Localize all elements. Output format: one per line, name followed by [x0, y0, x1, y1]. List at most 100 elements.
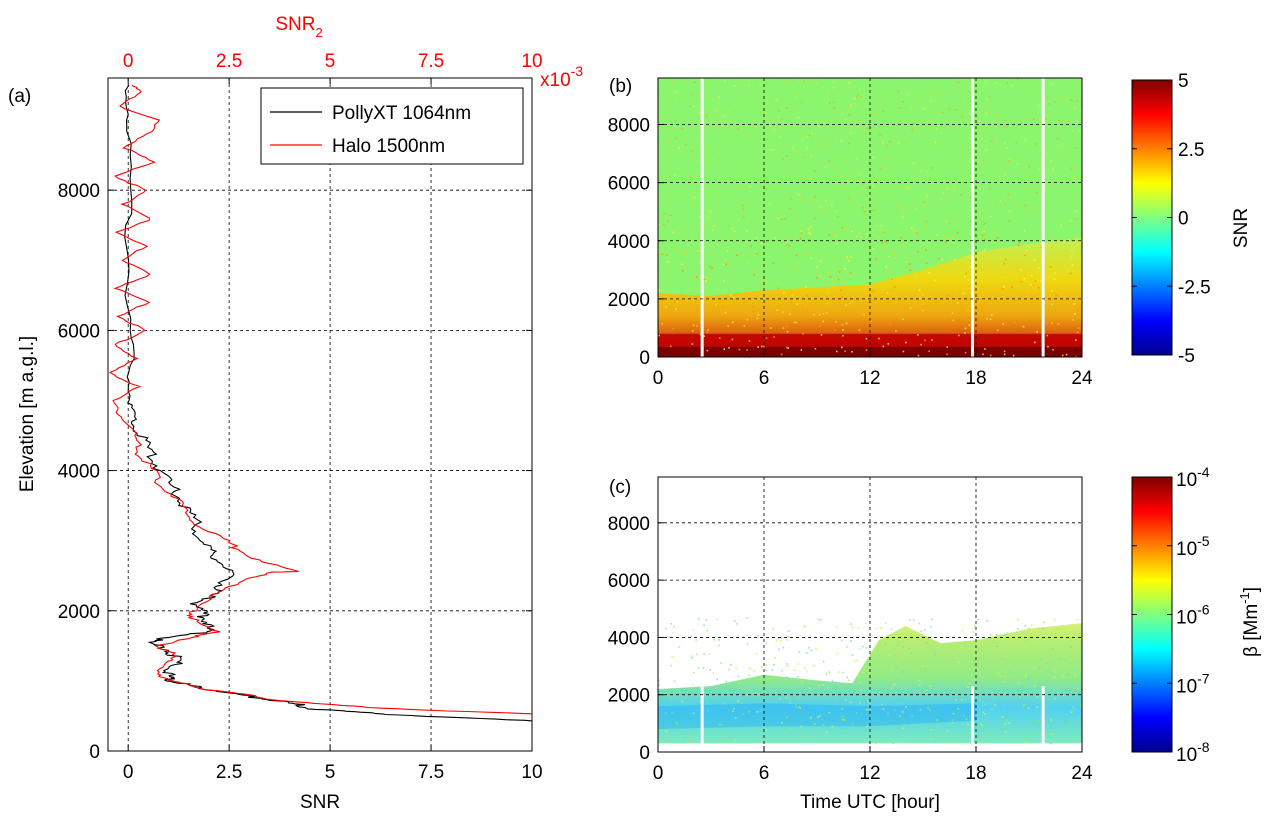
noise-pixel — [912, 619, 915, 621]
noise-pixel — [905, 727, 908, 730]
x-tick-label: 10 — [521, 762, 542, 783]
noise-pixel — [912, 122, 915, 125]
noise-pixel — [974, 196, 977, 198]
noise-pixel — [1053, 278, 1056, 280]
noise-pixel — [922, 309, 924, 312]
noise-pixel — [992, 700, 994, 703]
noise-pixel — [1066, 269, 1069, 271]
panel-c-label: (c) — [609, 477, 631, 498]
noise-pixel — [865, 694, 867, 697]
noise-pixel — [738, 682, 741, 685]
noise-pixel — [1054, 185, 1056, 188]
noise-pixel — [706, 291, 709, 293]
noise-pixel — [856, 235, 858, 238]
noise-pixel — [797, 663, 800, 665]
noise-pixel — [868, 241, 871, 244]
noise-pixel — [869, 126, 872, 128]
noise-pixel — [875, 225, 878, 227]
noise-pixel — [857, 125, 860, 128]
noise-pixel — [934, 657, 937, 660]
noise-pixel — [958, 661, 960, 663]
noise-pixel — [793, 321, 796, 324]
noise-pixel — [924, 629, 926, 631]
noise-pixel — [798, 651, 801, 653]
noise-pixel — [810, 155, 812, 158]
noise-pixel — [743, 215, 745, 218]
noise-pixel — [716, 114, 718, 117]
noise-pixel — [1075, 727, 1078, 730]
noise-pixel — [1070, 101, 1073, 103]
noise-pixel — [798, 706, 800, 708]
noise-pixel — [951, 719, 954, 722]
noise-pixel — [1053, 668, 1056, 671]
noise-pixel — [827, 687, 829, 689]
noise-pixel — [1036, 706, 1038, 709]
noise-pixel — [997, 297, 999, 299]
x-tick-label: 24 — [1071, 368, 1093, 389]
noise-pixel — [661, 253, 664, 256]
noise-pixel — [718, 644, 720, 647]
noise-pixel — [879, 98, 882, 100]
noise-pixel — [1033, 206, 1035, 209]
noise-pixel — [868, 664, 871, 667]
panel-c-grid — [658, 477, 1082, 752]
noise-pixel — [1017, 78, 1020, 81]
noise-pixel — [774, 128, 776, 131]
noise-pixel — [907, 93, 909, 96]
noise-pixel — [734, 215, 736, 217]
noise-pixel — [951, 236, 954, 238]
noise-pixel — [813, 313, 815, 316]
noise-pixel — [715, 699, 718, 701]
noise-pixel — [805, 286, 807, 288]
noise-pixel — [917, 334, 919, 336]
noise-pixel — [713, 225, 715, 228]
noise-pixel — [818, 313, 821, 316]
panel-a-x-axis-label: SNR — [300, 792, 340, 813]
noise-pixel — [983, 251, 986, 253]
noise-pixel — [820, 334, 823, 336]
panel-b-data-gaps — [700, 78, 1045, 357]
noise-pixel — [1033, 259, 1036, 261]
noise-pixel — [982, 234, 984, 236]
noise-pixel — [715, 304, 717, 306]
noise-pixel — [902, 318, 904, 321]
noise-pixel — [936, 127, 938, 130]
noise-pixel — [985, 112, 988, 115]
noise-pixel — [994, 675, 997, 678]
noise-pixel — [846, 180, 849, 183]
noise-pixel — [873, 233, 875, 235]
noise-pixel — [956, 274, 958, 277]
noise-pixel — [752, 305, 755, 307]
noise-pixel — [831, 281, 834, 284]
noise-pixel — [786, 106, 788, 109]
noise-pixel — [1017, 628, 1019, 630]
noise-pixel — [845, 304, 847, 307]
noise-pixel — [1057, 162, 1059, 165]
noise-pixel — [675, 137, 678, 140]
noise-pixel — [858, 88, 861, 91]
noise-pixel — [1054, 698, 1056, 700]
noise-pixel — [834, 136, 837, 139]
noise-pixel — [1039, 120, 1041, 122]
noise-pixel — [951, 721, 954, 724]
noise-pixel — [749, 185, 751, 188]
noise-pixel — [794, 95, 796, 97]
noise-pixel — [1047, 735, 1049, 737]
noise-pixel — [764, 138, 767, 141]
noise-pixel — [780, 640, 782, 642]
noise-pixel — [955, 108, 957, 111]
noise-pixel — [872, 209, 875, 212]
noise-pixel — [726, 250, 729, 253]
noise-pixel — [841, 707, 844, 710]
noise-pixel — [986, 317, 988, 320]
noise-pixel — [831, 725, 834, 728]
noise-pixel — [898, 641, 901, 644]
noise-pixel — [1070, 738, 1073, 740]
noise-pixel — [734, 84, 737, 87]
colorbar-tick-label: 5 — [1178, 71, 1189, 92]
noise-pixel — [1026, 698, 1028, 700]
noise-pixel — [753, 298, 756, 301]
noise-pixel — [980, 665, 983, 668]
noise-pixel — [974, 679, 976, 682]
noise-pixel — [737, 700, 740, 702]
